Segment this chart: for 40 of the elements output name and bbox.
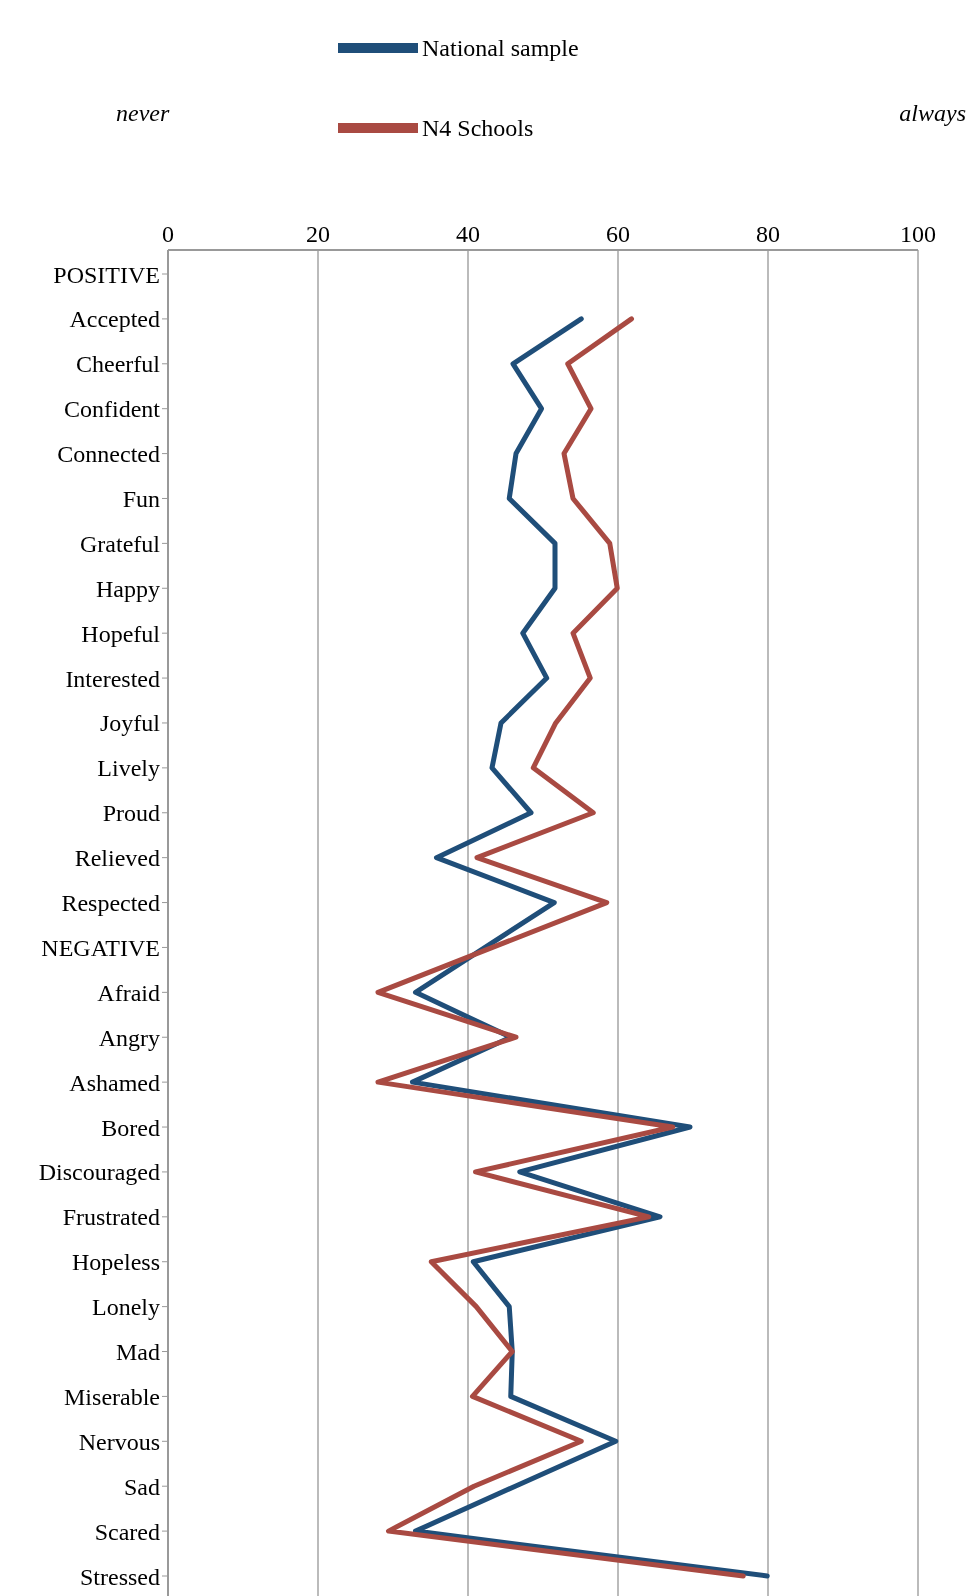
- y-tick-label: Cheerful: [76, 351, 161, 378]
- y-tick-label: Joyful: [100, 710, 161, 737]
- legend-label: National sample: [422, 35, 579, 61]
- y-tick-label: Discouraged: [38, 1159, 160, 1186]
- y-tick-label: Fun: [122, 486, 160, 512]
- y-tick-label: Ashamed: [69, 1069, 160, 1096]
- y-tick-label: Hopeful: [81, 620, 161, 647]
- y-tick-label: Hopeless: [72, 1249, 160, 1276]
- y-tick-label: POSITIVE: [53, 261, 160, 288]
- text: never: [116, 100, 170, 127]
- x-tick-label: 40: [456, 221, 480, 247]
- y-tick-label: Grateful: [80, 530, 161, 557]
- y-tick-label: Confident: [64, 396, 161, 423]
- y-tick-label: NEGATIVE: [41, 934, 160, 961]
- x-tick-label: 0: [162, 221, 174, 247]
- x-tick-label: 20: [306, 221, 330, 247]
- y-tick-label: Relieved: [74, 845, 160, 872]
- y-tick-label: Frustrated: [62, 1204, 160, 1231]
- y-tick-label: Happy: [96, 575, 160, 602]
- y-tick-label: Sad: [124, 1473, 160, 1500]
- x-tick-label: 100: [900, 221, 936, 247]
- y-tick-label: Scared: [94, 1518, 160, 1545]
- y-tick-label: Mad: [116, 1339, 160, 1366]
- y-tick-label: Bored: [101, 1114, 160, 1141]
- text: always: [899, 100, 966, 127]
- y-tick-label: Afraid: [97, 979, 160, 1006]
- y-tick-label: Accepted: [69, 306, 160, 333]
- y-tick-label: Lively: [97, 755, 160, 782]
- legend-label: N4 Schools: [422, 115, 534, 141]
- y-tick-label: Angry: [98, 1024, 160, 1051]
- y-tick-label: Interested: [65, 665, 160, 692]
- y-tick-label: Respected: [61, 890, 160, 917]
- y-tick-label: Stressed: [80, 1563, 160, 1590]
- x-tick-label: 80: [756, 221, 780, 247]
- x-tick-label: 60: [606, 221, 630, 247]
- y-tick-label: Connected: [57, 441, 160, 468]
- y-tick-label: Nervous: [78, 1428, 160, 1455]
- y-tick-label: Proud: [102, 800, 160, 827]
- y-tick-label: Lonely: [92, 1294, 160, 1321]
- y-tick-label: Miserable: [64, 1383, 160, 1410]
